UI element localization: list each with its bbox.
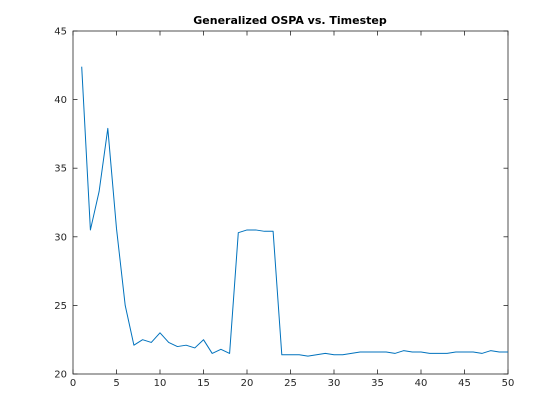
x-tick-label-10: 50 <box>502 378 515 389</box>
x-tick-label-9: 45 <box>458 378 471 389</box>
x-tick-label-0: 0 <box>70 378 76 389</box>
x-tick-label-5: 25 <box>284 378 297 389</box>
x-tick-label-1: 5 <box>113 378 119 389</box>
x-tick-label-2: 10 <box>154 378 167 389</box>
series-line-0 <box>81 66 508 357</box>
y-tick-label-4: 40 <box>54 95 67 106</box>
y-tick-label-0: 20 <box>54 370 67 381</box>
x-tick-label-4: 20 <box>241 378 254 389</box>
series-layer <box>81 66 508 357</box>
axes-ticks: 0 5 10 15 20 25 30 35 40 45 50 20 25 30 35 40 45 <box>54 27 514 390</box>
y-tick-label-5: 45 <box>54 27 67 38</box>
x-tick-label-7: 35 <box>371 378 384 389</box>
plot-area-box <box>72 30 509 375</box>
y-tick-label-2: 30 <box>54 232 67 243</box>
x-tick-label-8: 40 <box>415 378 428 389</box>
y-tick-label-1: 25 <box>54 301 67 312</box>
y-tick-label-3: 35 <box>54 164 67 175</box>
chart-title: Generalized OSPA vs. Timestep <box>193 14 387 27</box>
x-tick-label-6: 30 <box>328 378 341 389</box>
x-tick-label-3: 15 <box>197 378 210 389</box>
